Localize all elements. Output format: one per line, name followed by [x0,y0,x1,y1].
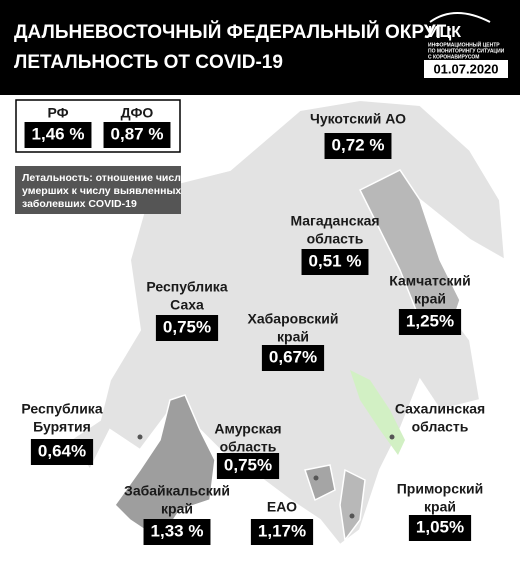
value-box [324,133,392,159]
value-box [216,453,280,479]
value: 1,05% [416,517,464,536]
title-line: ЛЕТАЛЬНОСТЬ ОТ COVID-19 [14,52,283,73]
logo-subtitle: ИНФОРМАЦИОННЫЙ ЦЕНТР [428,40,500,48]
region-name: Чукотский АО [310,111,406,127]
region-name: Магаданская [290,213,379,229]
region-name: Хабаровский [248,311,339,327]
value: 0 % [425,441,454,460]
region-name: Сахалинская [395,401,485,417]
sakhalin [350,370,405,455]
primorye [339,468,366,542]
value: 0,64% [38,441,86,460]
capital-dot [137,434,143,440]
note: умерших к числу выявленных [22,185,181,197]
value-box [30,439,94,465]
value-box [301,249,369,275]
value-box [103,122,171,148]
region-name: Амурская [214,421,281,437]
region-name: ЕАО [267,499,297,515]
capital-dot [313,475,319,481]
value-box [143,519,211,545]
value-box [250,519,314,545]
value: 0,75% [224,455,272,474]
value-box [261,345,325,371]
region-name: Приморский [397,481,484,497]
region-name: Республика [21,401,102,417]
title-line: ДАЛЬНЕВОСТОЧНЫЙ ФЕДЕРАЛЬНЫЙ ОКРУГ: [14,21,452,43]
region-name: Камчатский [389,273,470,289]
region-name: Бурятия [33,419,91,435]
value-box [24,122,92,148]
date: 01.07.2020 [433,61,498,76]
capital-dot [389,434,395,440]
logo: ИЦК [428,24,461,41]
region-name: край [424,499,456,515]
region-name: Забайкальский [124,483,230,499]
region-name: край [161,501,193,517]
value: 1,33 % [151,521,204,540]
value-box [398,309,462,335]
region-name: область [307,231,364,247]
legend-label: ДФО [121,105,154,121]
logo-subtitle: ПО МОНИТОРИНГУ СИТУАЦИИ [428,48,505,54]
note: заболевших COVID-19 [22,198,137,210]
date-box [424,60,508,78]
region-name: область [412,419,469,435]
value-box [408,515,472,541]
region-name: область [220,439,277,455]
region-name: Саха [170,297,204,313]
note-box [15,166,181,214]
region-name: Республика [146,279,227,295]
capital-dot [349,513,355,519]
value-box [155,315,219,341]
region-name: край [414,291,446,307]
header-bar [0,0,520,95]
value: 0,72 % [332,135,385,154]
value: 0,67% [269,347,317,366]
note: Летальность: отношение числа [22,172,187,184]
value: 1,25% [406,311,454,330]
logo-subtitle: С КОРОНАВИРУСОМ [428,54,479,60]
region-name: край [277,329,309,345]
value: 0,75% [163,317,211,336]
value: 0,87 % [111,124,164,143]
value: 1,17% [258,521,306,540]
eao [304,464,336,502]
logo-arc [429,12,491,23]
legend-label: РФ [47,105,68,121]
value: 1,46 % [32,124,85,143]
value: 0,51 % [309,251,362,270]
